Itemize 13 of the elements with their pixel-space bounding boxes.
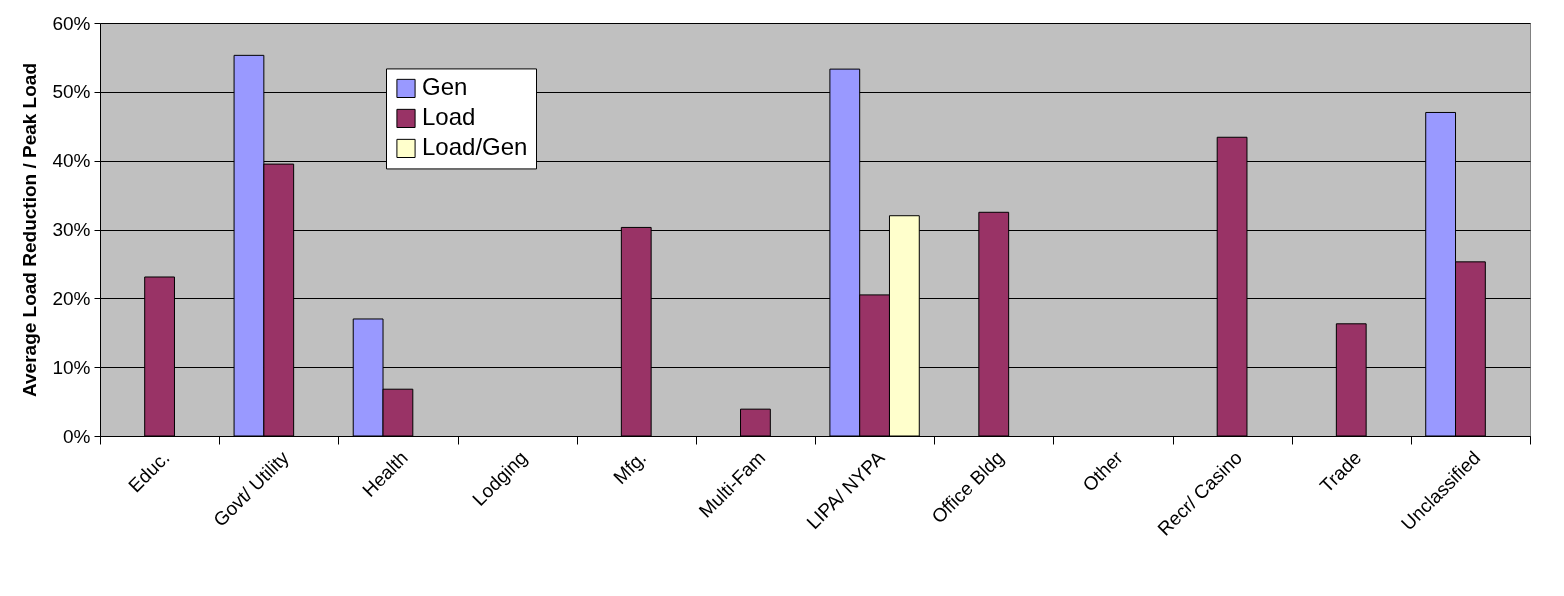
legend-label: Load — [422, 103, 476, 131]
y-axis-title: Average Load Reduction / Peak Load — [19, 63, 41, 397]
y-tick-label: 10% — [52, 356, 91, 378]
y-tick-label: 0% — [63, 425, 91, 447]
y-tick-label: 20% — [52, 287, 91, 309]
legend-label: Load/Gen — [422, 133, 528, 161]
legend-label: Gen — [422, 73, 468, 101]
bar — [740, 408, 771, 437]
y-tick-label: 50% — [52, 81, 91, 103]
y-tick-label: 60% — [52, 12, 91, 34]
y-tick-label: 40% — [52, 150, 91, 172]
x-tick-label: Mfg. — [609, 447, 651, 489]
y-tick-label: 30% — [52, 219, 91, 240]
